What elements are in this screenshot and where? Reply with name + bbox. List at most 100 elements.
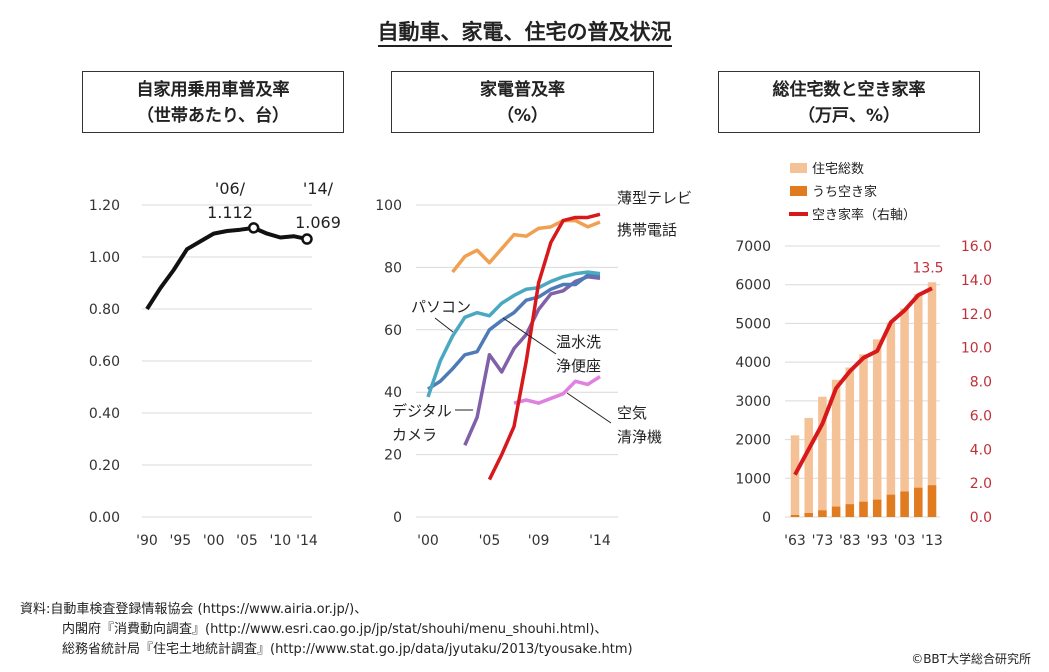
- main-title: 自動車、家電、住宅の普及状況: [0, 16, 1049, 47]
- data-label-vacancy-rate: 13.5: [912, 260, 943, 276]
- label-washlet-1: 温水洗: [556, 333, 601, 351]
- x-tick-label: '63: [784, 533, 806, 549]
- series-line-2: [426, 270, 601, 398]
- x-tick-label: '00: [417, 533, 439, 549]
- bar-total-housing: [818, 396, 827, 517]
- y-tick-label-left: 1000: [735, 471, 771, 487]
- label-air-purifier-1: 空気: [617, 404, 647, 422]
- y-tick-label-left: 0: [762, 510, 771, 526]
- bar-total-housing: [804, 417, 813, 517]
- bar-total-housing: [927, 282, 937, 517]
- y-tick-label: 1.20: [89, 198, 120, 214]
- annotation-marker: [247, 222, 260, 234]
- bar-total-housing: [790, 435, 800, 517]
- y-tick-label-left: 4000: [735, 355, 771, 371]
- label-pc: パソコン: [411, 298, 471, 316]
- y-tick-label-right: 14.0: [961, 273, 992, 289]
- bar-vacant-housing: [831, 506, 841, 517]
- y-tick-label: 0: [393, 510, 402, 526]
- legend-label-vacant: うち空き家: [812, 184, 877, 200]
- panel-title-housing-line1: 総住宅数と空き家率: [772, 80, 926, 100]
- y-tick-label-right: 4.0: [970, 442, 992, 458]
- main-title-text: 自動車、家電、住宅の普及状況: [377, 20, 672, 47]
- x-tick-label: '83: [839, 533, 861, 549]
- source-line-2: 内閣府『消費動向調査』(http://www.esri.cao.go.jp/jp…: [62, 622, 608, 637]
- bar-vacant-housing: [818, 510, 827, 517]
- bar-total-housing: [859, 354, 868, 517]
- y-tick-label-right: 10.0: [961, 341, 992, 357]
- label-digital-camera-2: カメラ: [392, 426, 437, 444]
- y-tick-label-right: 8.0: [970, 375, 992, 391]
- y-tick-label-left: 7000: [735, 239, 771, 255]
- x-tick-label: '73: [812, 533, 834, 549]
- y-tick-label: 0.40: [89, 406, 120, 422]
- y-tick-label-left: 6000: [735, 278, 771, 294]
- leader-line-washlet: [502, 317, 557, 355]
- panel-title-housing: 総住宅数と空き家率 （万戸、%）: [718, 71, 980, 133]
- legend-label-total: 住宅総数: [812, 162, 864, 177]
- bar-vacant-housing: [859, 501, 868, 517]
- legend-label-rate: 空き家率（右軸）: [812, 207, 916, 223]
- source-note: 資料:自動車検査登録情報協会 (https://www.airia.or.jp/…: [20, 600, 633, 660]
- annotation-label: '14/: [303, 179, 334, 198]
- x-tick-label: '14: [589, 533, 611, 549]
- x-tick-label: '14: [296, 533, 318, 549]
- y-tick-label-right: 12.0: [961, 307, 992, 323]
- y-tick-label-left: 2000: [735, 433, 771, 449]
- y-tick-label-right: 2.0: [970, 476, 992, 492]
- series-line-5: [513, 375, 601, 405]
- bar-total-housing: [831, 379, 841, 517]
- y-tick-label: 0.20: [89, 458, 120, 474]
- label-digital-camera-1: デジタル: [392, 402, 452, 420]
- y-tick-label: 1.00: [89, 250, 120, 266]
- series-line-1: [451, 218, 601, 274]
- copyright: ©BBT大学総合研究所: [911, 652, 1031, 666]
- label-air-purifier-2: 清浄機: [617, 428, 662, 446]
- panel-title-appliance: 家電普及率 （%）: [391, 71, 654, 133]
- leader-line-air: [566, 392, 612, 424]
- x-tick-label: '03: [894, 533, 916, 549]
- bar-total-housing: [914, 294, 923, 517]
- bar-vacant-housing: [886, 494, 896, 517]
- x-tick-label: '13: [921, 533, 943, 549]
- label-flat-tv: 薄型テレビ: [617, 189, 692, 207]
- bar-total-housing: [845, 367, 855, 517]
- bar-vacant-housing: [872, 499, 882, 517]
- bar-vacant-housing: [914, 487, 923, 517]
- legend-swatch-total: [790, 163, 807, 173]
- x-tick-label: '93: [866, 533, 888, 549]
- y-tick-label: 0.00: [89, 510, 120, 526]
- y-tick-label-left: 5000: [735, 316, 771, 332]
- y-tick-label-right: 16.0: [961, 239, 992, 255]
- x-tick-label: '95: [169, 533, 191, 549]
- panel-title-housing-line2: （万戸、%）: [797, 106, 901, 126]
- y-tick-label: 0.60: [89, 354, 120, 370]
- bar-vacant-housing: [900, 491, 909, 517]
- y-tick-label-right: 6.0: [970, 408, 992, 424]
- panel-title-car: 自家用乗用車普及率 （世帯あたり、台）: [82, 71, 344, 133]
- y-tick-label: 100: [375, 198, 402, 214]
- x-tick-label: '10: [269, 533, 291, 549]
- x-tick-label: '90: [136, 533, 158, 549]
- panel-title-appliance-line2: （%）: [496, 106, 549, 126]
- bar-total-housing: [886, 322, 896, 517]
- series-line-0: [487, 212, 601, 481]
- y-tick-label: 0.80: [89, 302, 120, 318]
- bar-vacant-housing: [790, 514, 800, 517]
- bar-vacant-housing: [804, 513, 813, 517]
- panel-title-car-line2: （世帯あたり、台）: [136, 106, 290, 126]
- legend-swatch-vacant: [790, 186, 807, 196]
- x-tick-label: '05: [479, 533, 501, 549]
- x-tick-label: '05: [236, 533, 258, 549]
- label-mobile-phone: 携帯電話: [617, 221, 677, 239]
- y-tick-label: 80: [384, 260, 402, 276]
- bar-total-housing: [900, 308, 909, 517]
- y-tick-label: 60: [384, 323, 402, 339]
- annotation-label: '06/: [215, 179, 246, 198]
- x-tick-label: '00: [203, 533, 225, 549]
- source-line-3: 総務省統計局『住宅土地統計調査』(http://www.stat.go.jp/d…: [62, 642, 633, 657]
- series-line-car: [145, 225, 308, 311]
- y-tick-label-right: 0.0: [970, 510, 992, 526]
- bar-vacant-housing: [845, 504, 855, 517]
